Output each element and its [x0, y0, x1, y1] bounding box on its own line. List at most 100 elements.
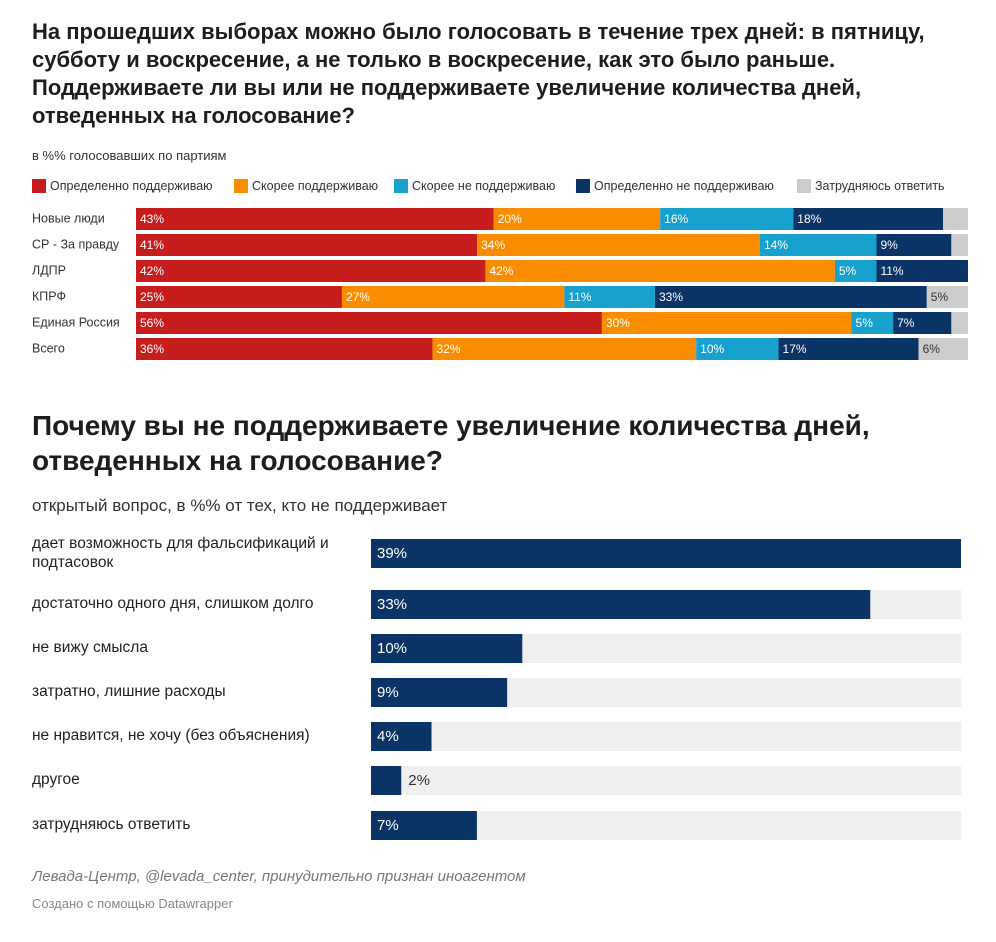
- value-label: 41%: [140, 238, 164, 252]
- category-label: Всего: [32, 341, 65, 355]
- bar: [371, 811, 477, 840]
- bar-segment: [136, 234, 478, 256]
- value-label: 17%: [783, 342, 807, 356]
- category-label: дает возможность для фальсификаций и подт…: [32, 535, 329, 571]
- value-label: 36%: [140, 342, 164, 356]
- bar-segment: [876, 234, 952, 256]
- bar-segment: [564, 286, 655, 308]
- bar-segment: [601, 312, 852, 334]
- value-label: 33%: [659, 290, 683, 304]
- value-label: 42%: [140, 264, 164, 278]
- legend-swatch: [234, 179, 248, 193]
- value-label: 39%: [377, 545, 407, 562]
- bar-segment: [136, 338, 433, 360]
- bar-segment: [136, 208, 494, 230]
- bar-segment: [654, 286, 927, 308]
- bar-segment: [951, 234, 968, 256]
- category-label: другое: [32, 771, 80, 788]
- legend-label: Определенно поддерживаю: [50, 179, 213, 193]
- category-label: не вижу смысла: [32, 639, 148, 656]
- value-label: 4%: [377, 728, 399, 745]
- value-label: 25%: [140, 290, 164, 304]
- value-label: 56%: [140, 316, 164, 330]
- value-label: 10%: [377, 640, 407, 657]
- value-label: 11%: [880, 264, 903, 278]
- value-label: 11%: [568, 290, 591, 304]
- category-label: затратно, лишние расходы: [32, 683, 226, 700]
- credit: Создано с помощью Datawrapper: [32, 896, 233, 911]
- value-label: 9%: [377, 684, 399, 701]
- value-label: 30%: [606, 316, 630, 330]
- category-label: СР - За правду: [32, 237, 120, 251]
- value-label: 5%: [839, 264, 857, 278]
- bar-segment: [485, 260, 835, 282]
- value-label: 34%: [481, 238, 505, 252]
- value-label: 20%: [498, 212, 522, 226]
- bar-track: [371, 722, 961, 751]
- bar-segment: [793, 208, 944, 230]
- bar-segment: [660, 208, 794, 230]
- bar-segment: [136, 286, 342, 308]
- bar-segment: [778, 338, 919, 360]
- legend-label: Затрудняюсь ответить: [815, 179, 945, 193]
- value-label: 16%: [664, 212, 688, 226]
- bar-segment: [477, 234, 760, 256]
- bar: [371, 539, 961, 568]
- value-label: 27%: [346, 290, 370, 304]
- category-label: Единая Россия: [32, 315, 120, 329]
- bar-segment: [926, 286, 968, 308]
- bar-segment: [136, 312, 602, 334]
- bar-segment: [136, 260, 486, 282]
- bar-track: [371, 766, 961, 795]
- category-label: ЛДПР: [32, 263, 66, 277]
- bar-segment: [893, 312, 952, 334]
- source: Левада-Центр, @levada_center, принудител…: [32, 868, 526, 885]
- value-label: 32%: [437, 342, 461, 356]
- category-label: не нравится, не хочу (без объяснения): [32, 727, 310, 744]
- bar-segment: [876, 260, 968, 282]
- legend-swatch: [797, 179, 811, 193]
- value-label: 7%: [897, 316, 915, 330]
- value-label: 14%: [764, 238, 788, 252]
- category-label: достаточно одного дня, слишком долго: [32, 595, 313, 612]
- legend-label: Определенно не поддерживаю: [594, 179, 774, 193]
- value-label: 7%: [377, 817, 399, 834]
- chart-subtitle: в %% голосовавших по партиям: [32, 148, 227, 163]
- value-label: 5%: [931, 290, 949, 304]
- value-label: 33%: [377, 596, 407, 613]
- legend-swatch: [394, 179, 408, 193]
- bar-segment: [696, 338, 779, 360]
- bar-segment: [918, 338, 968, 360]
- chart-subtitle: открытый вопрос, в %% от тех, кто не под…: [32, 496, 448, 515]
- value-label: 6%: [923, 342, 941, 356]
- value-label: 43%: [140, 212, 164, 226]
- value-label: 2%: [408, 772, 430, 789]
- value-label: 9%: [880, 238, 898, 252]
- value-label: 5%: [856, 316, 874, 330]
- bar: [371, 722, 432, 751]
- value-label: 18%: [797, 212, 821, 226]
- bar-segment: [493, 208, 661, 230]
- value-label: 10%: [700, 342, 724, 356]
- legend-label: Скорее поддерживаю: [252, 179, 378, 193]
- legend-swatch: [32, 179, 46, 193]
- bar-segment: [851, 312, 894, 334]
- category-label: затрудняюсь ответить: [32, 816, 190, 833]
- value-label: 42%: [489, 264, 513, 278]
- bar-segment: [834, 260, 877, 282]
- category-label: Новые люди: [32, 211, 105, 225]
- bar-segment: [951, 312, 968, 334]
- bar-segment: [760, 234, 877, 256]
- legend-swatch: [576, 179, 590, 193]
- bar: [371, 766, 402, 795]
- category-label: КПРФ: [32, 289, 66, 303]
- bar: [371, 678, 508, 707]
- chart-title: Почему вы не поддерживаете увеличение ко…: [32, 410, 870, 476]
- bar: [371, 634, 523, 663]
- chart-title: На прошедших выборах можно было голосова…: [32, 19, 925, 128]
- bar: [371, 590, 871, 619]
- legend-label: Скорее не поддерживаю: [412, 179, 555, 193]
- bar-segment: [943, 208, 968, 230]
